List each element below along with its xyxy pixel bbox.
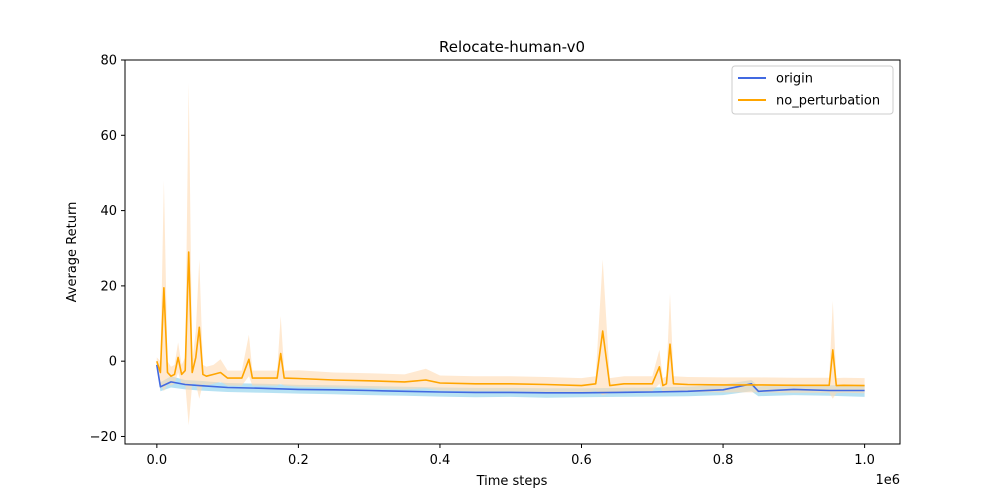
x-tick-label: 0.6 xyxy=(571,453,592,468)
y-axis-label: Average Return xyxy=(65,202,80,303)
x-tick-label: 0.0 xyxy=(147,453,168,468)
legend-label-origin: origin xyxy=(776,72,813,87)
x-axis-offset-label: 1e6 xyxy=(875,473,900,488)
y-axis-ticks: −20 0 20 40 60 80 xyxy=(90,54,125,445)
plot-frame xyxy=(124,59,901,445)
x-axis-ticks: 0.0 0.2 0.4 0.6 0.8 1.0 xyxy=(147,444,875,468)
y-tick-label: −20 xyxy=(90,430,117,445)
legend-box xyxy=(731,65,894,115)
y-tick-label: 0 xyxy=(109,355,117,370)
x-tick-label: 0.8 xyxy=(713,453,734,468)
y-tick-label: 40 xyxy=(100,204,117,219)
legend: origin no_perturbation xyxy=(731,65,894,115)
series-line-origin xyxy=(156,364,865,394)
confidence-bands xyxy=(156,82,865,426)
y-tick-label: 80 xyxy=(100,54,117,69)
y-tick-label: 20 xyxy=(100,279,117,294)
x-axis-label: Time steps xyxy=(476,474,548,489)
x-tick-label: 0.2 xyxy=(288,453,309,468)
series-lines xyxy=(156,251,865,394)
y-tick-label: 60 xyxy=(100,129,117,144)
plot-area xyxy=(156,82,865,426)
band-no-perturbation xyxy=(156,82,865,426)
series-line-no-perturbation xyxy=(156,251,865,387)
x-tick-label: 0.4 xyxy=(430,453,451,468)
legend-label-no-perturbation: no_perturbation xyxy=(776,94,880,109)
x-tick-label: 1.0 xyxy=(854,453,875,468)
chart-title: Relocate-human-v0 xyxy=(439,38,585,56)
